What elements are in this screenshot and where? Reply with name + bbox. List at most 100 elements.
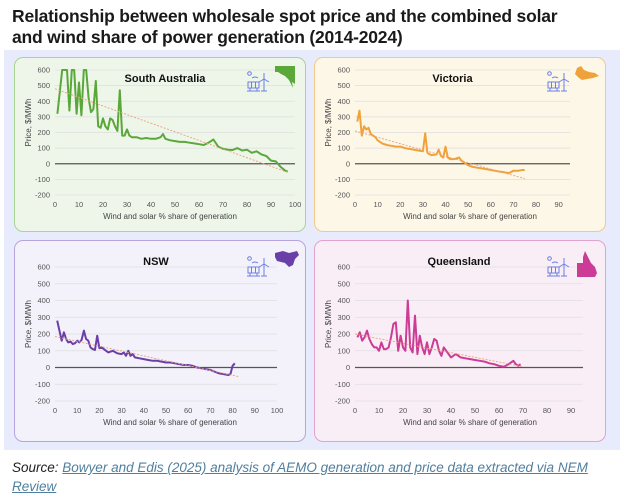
y-tick-label: -100 [35,380,50,389]
y-axis-label: Price, $/MWh [24,98,33,146]
x-tick-label: 100 [289,200,302,209]
x-tick-label: 50 [471,406,479,415]
y-tick-label: -200 [35,397,50,406]
x-tick-label: 30 [423,406,431,415]
x-tick-label: 30 [419,200,427,209]
nsw-map-icon [275,251,299,267]
y-tick-label: 600 [337,66,350,75]
chart-panel-nsw: 600 500 400 300 200 100 0 -100 -200 0 10 20 30 40 50 60… [14,240,306,442]
x-tick-label: 60 [184,406,192,415]
y-tick-label: -100 [335,175,350,184]
source-link[interactable]: Bowyer and Edis (2025) analysis of AEMO … [12,460,588,494]
x-axis-label: Wind and solar % share of generation [403,212,537,221]
charts-board: 600 500 400 300 200 100 0 -100 -200 0 10 20 30 40 50 60… [4,50,620,450]
x-tick-label: 40 [147,200,155,209]
price-series-line-queensland [356,299,522,368]
x-axis-label: Wind and solar % share of generation [103,212,237,221]
x-axis-label: Wind and solar % share of generation [403,418,537,427]
source-note: Source: Bowyer and Edis (2025) analysis … [12,458,612,496]
y-tick-label: 500 [37,279,50,288]
y-tick-label: 0 [46,159,50,168]
x-tick-label: 90 [555,200,563,209]
y-axis-label: Price, $/MWh [324,300,333,348]
x-tick-label: 80 [532,200,540,209]
x-tick-label: 0 [53,406,57,415]
y-tick-label: 400 [337,296,350,305]
chart-title: NSW [143,256,169,268]
y-tick-label: 0 [46,363,50,372]
solar-wind-icon [547,256,570,277]
x-tick-label: 100 [271,406,284,415]
south-australia-map-icon [275,66,295,88]
figure-title: Relationship between wholesale spot pric… [12,6,612,48]
y-tick-label: 100 [337,144,350,153]
x-tick-label: 0 [353,200,357,209]
x-tick-label: 90 [267,200,275,209]
y-tick-label: 500 [37,81,50,90]
y-tick-label: 0 [346,159,350,168]
x-tick-label: 30 [117,406,125,415]
y-tick-label: 200 [37,330,50,339]
chart-title: Queensland [428,256,491,268]
y-tick-label: 300 [337,112,350,121]
solar-wind-icon [247,256,270,277]
x-tick-label: 20 [95,406,103,415]
y-tick-label: -200 [335,397,350,406]
x-tick-label: 50 [464,200,472,209]
trend-line [354,130,525,180]
y-tick-label: 600 [37,66,50,75]
x-tick-label: 60 [487,200,495,209]
x-tick-label: 40 [441,200,449,209]
price-series-line-nsw [56,320,236,376]
y-axis-label: Price, $/MWh [24,300,33,348]
y-tick-label: 100 [37,144,50,153]
solar-wind-icon [247,71,270,92]
x-tick-label: 80 [543,406,551,415]
x-tick-label: 70 [206,406,214,415]
y-tick-label: 200 [37,128,50,137]
chart-title: South Australia [125,73,207,85]
y-tick-label: -200 [35,191,50,200]
x-tick-label: 70 [219,200,227,209]
y-tick-label: 500 [337,279,350,288]
y-axis-label: Price, $/MWh [324,98,333,146]
source-prefix: Source: [12,460,59,475]
y-tick-label: 400 [337,97,350,106]
x-tick-label: 60 [495,406,503,415]
x-tick-label: 10 [375,406,383,415]
x-tick-label: 20 [396,200,404,209]
x-tick-label: 0 [53,200,57,209]
x-tick-label: 10 [73,406,81,415]
x-tick-label: 80 [243,200,251,209]
y-tick-label: 200 [337,128,350,137]
y-tick-label: -200 [335,191,350,200]
x-tick-label: 70 [509,200,517,209]
queensland-map-icon [577,251,597,277]
x-tick-label: 0 [353,406,357,415]
y-tick-label: 500 [337,81,350,90]
y-tick-label: 600 [337,263,350,272]
y-tick-label: 0 [346,363,350,372]
x-tick-label: 10 [373,200,381,209]
x-tick-label: 30 [123,200,131,209]
x-tick-label: 70 [519,406,527,415]
solar-wind-icon [547,71,570,92]
y-tick-label: 300 [37,112,50,121]
chart-panel-south-australia: 600 500 400 300 200 100 0 -100 -200 0 10 20 30 40 50 60… [14,57,306,232]
y-tick-label: -100 [35,175,50,184]
x-tick-label: 20 [399,406,407,415]
victoria-map-icon [575,66,599,80]
y-tick-label: 200 [337,330,350,339]
x-tick-label: 20 [99,200,107,209]
figure-title-line-1: Relationship between wholesale spot pric… [12,6,558,26]
x-tick-label: 50 [171,200,179,209]
y-tick-label: -100 [335,380,350,389]
trend-line [54,336,240,378]
y-tick-label: 100 [37,346,50,355]
trend-line [54,88,288,173]
trend-line [354,333,524,368]
figure-title-line-2: and wind share of power generation (2014… [12,27,403,47]
